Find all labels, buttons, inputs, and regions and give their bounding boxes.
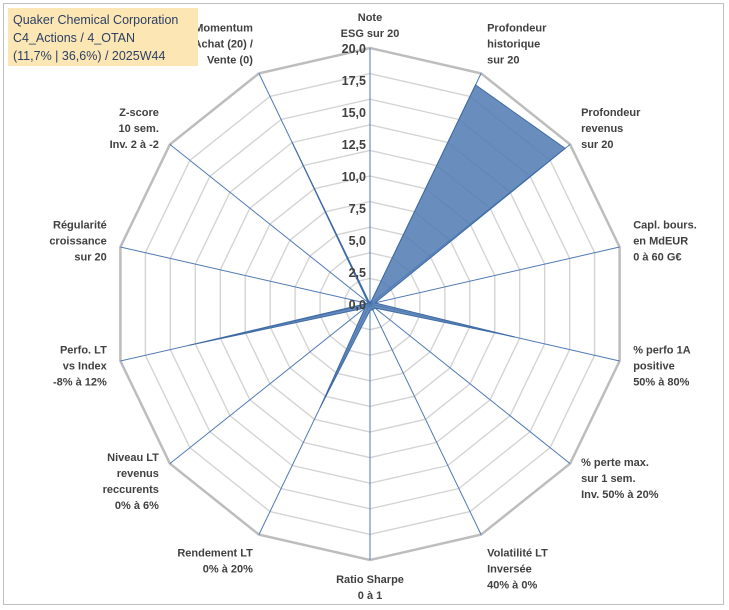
axis-label: Régularité croissance sur 20 <box>49 220 106 264</box>
axis-label-line: sur 1 sem. <box>581 473 635 485</box>
axis-label: Rendement LT 0% à 20% <box>177 548 253 576</box>
axis-label: Note ESG sur 20 <box>341 12 400 40</box>
axis-label-line: revenus <box>581 123 623 135</box>
axis-label: % perfo 1A positive 50% à 80% <box>633 344 691 388</box>
axis-label-line: sur 20 <box>487 54 519 66</box>
axis-label-line: 0 à 60 G€ <box>633 252 681 264</box>
axis-label-line: en MdEUR <box>633 236 688 248</box>
axis-label-line: % perfo 1A <box>633 344 691 356</box>
tick-label: 17,5 <box>342 74 366 88</box>
axis-label-line: croissance <box>49 236 106 248</box>
axis-spoke <box>369 303 482 535</box>
axis-spoke <box>169 144 371 305</box>
axis-spoke <box>120 246 371 305</box>
axis-label-line: revenus <box>117 468 159 480</box>
tick-label: 0,0 <box>349 298 366 312</box>
title-company: Quaker Chemical Corporation <box>13 13 179 27</box>
title-stats: (11,7% | 36,6%) / 2025W44 <box>13 49 166 63</box>
axis-label: % perte max. sur 1 sem. Inv. 50% à 20% <box>581 457 659 501</box>
tick-label: 7,5 <box>349 202 366 216</box>
chart-frame <box>3 3 724 605</box>
axis-label-line: Volatilité LT <box>487 548 548 560</box>
axis-label: Ratio Sharpe 0 à 1 <box>336 574 404 602</box>
axis-spoke <box>369 246 620 305</box>
axis-label-line: Achat (20) / <box>194 38 253 50</box>
tick-label: 2,5 <box>349 266 366 280</box>
axis-label-line: % perte max. <box>581 457 649 469</box>
axis-label-line: sur 20 <box>581 139 613 151</box>
axis-label-line: Inversée <box>487 564 532 576</box>
axis-label: Profondeur revenus sur 20 <box>581 107 641 151</box>
data-area <box>188 84 566 409</box>
axis-label-line: 50% à 80% <box>633 376 689 388</box>
axis-spoke <box>369 303 571 464</box>
axis-label-line: 40% à 0% <box>487 580 537 592</box>
axis-label-line: 0% à 6% <box>115 500 159 512</box>
tick-label: 15,0 <box>342 106 366 120</box>
axis-label-line: Z-score <box>119 107 159 119</box>
axis-label-line: 0% à 20% <box>203 564 253 576</box>
axis-label: Capl. bours. en MdEUR 0 à 60 G€ <box>633 220 697 264</box>
tick-label: 20,0 <box>342 42 366 56</box>
axis-label-line: historique <box>487 38 540 50</box>
axis-label-line: Inv. 2 à -2 <box>110 139 159 151</box>
axis-label: Profondeur historique sur 20 <box>487 22 547 66</box>
tick-label: 12,5 <box>342 138 366 152</box>
tick-label: 5,0 <box>349 234 366 248</box>
axis-label-line: -8% à 12% <box>53 376 107 388</box>
axis-label-line: positive <box>633 360 675 372</box>
axis-label-line: Profondeur <box>487 22 547 34</box>
axis-label-line: sur 20 <box>74 252 106 264</box>
axis-label-line: 0 à 1 <box>358 590 382 602</box>
axis-label-line: Régularité <box>53 220 107 232</box>
axis-label: Z-score 10 sem. Inv. 2 à -2 <box>110 107 159 151</box>
axis-spoke <box>169 303 371 464</box>
axis-label-line: Momentum <box>194 22 253 34</box>
axis-label-line: Rendement LT <box>177 548 253 560</box>
axis-label-line: Perfo. LT <box>60 344 107 356</box>
axis-label: Momentum Achat (20) / Vente (0) <box>194 22 254 66</box>
tick-label: 10,0 <box>342 170 366 184</box>
axis-label-line: 10 sem. <box>119 123 159 135</box>
title-category: C4_Actions / 4_OTAN <box>13 31 136 45</box>
axis-label-line: reccurents <box>103 484 159 496</box>
axis-label-line: Inv. 50% à 20% <box>581 489 659 501</box>
axis-label: Niveau LT revenus reccurents 0% à 6% <box>103 452 160 512</box>
axis-label-line: Capl. bours. <box>633 220 697 232</box>
axis-label-line: Note <box>358 12 382 24</box>
axis-label-line: Ratio Sharpe <box>336 574 404 586</box>
axis-label: Volatilité LT Inversée 40% à 0% <box>487 548 548 592</box>
axis-label-line: Niveau LT <box>107 452 159 464</box>
axis-label: Perfo. LT vs Index -8% à 12% <box>53 344 108 388</box>
axis-label-line: ESG sur 20 <box>341 28 400 40</box>
axis-label-line: Vente (0) <box>207 54 253 66</box>
title-box: Quaker Chemical Corporation C4_Actions /… <box>8 8 198 66</box>
axis-label-line: Profondeur <box>581 107 641 119</box>
axis-label-line: vs Index <box>63 360 108 372</box>
